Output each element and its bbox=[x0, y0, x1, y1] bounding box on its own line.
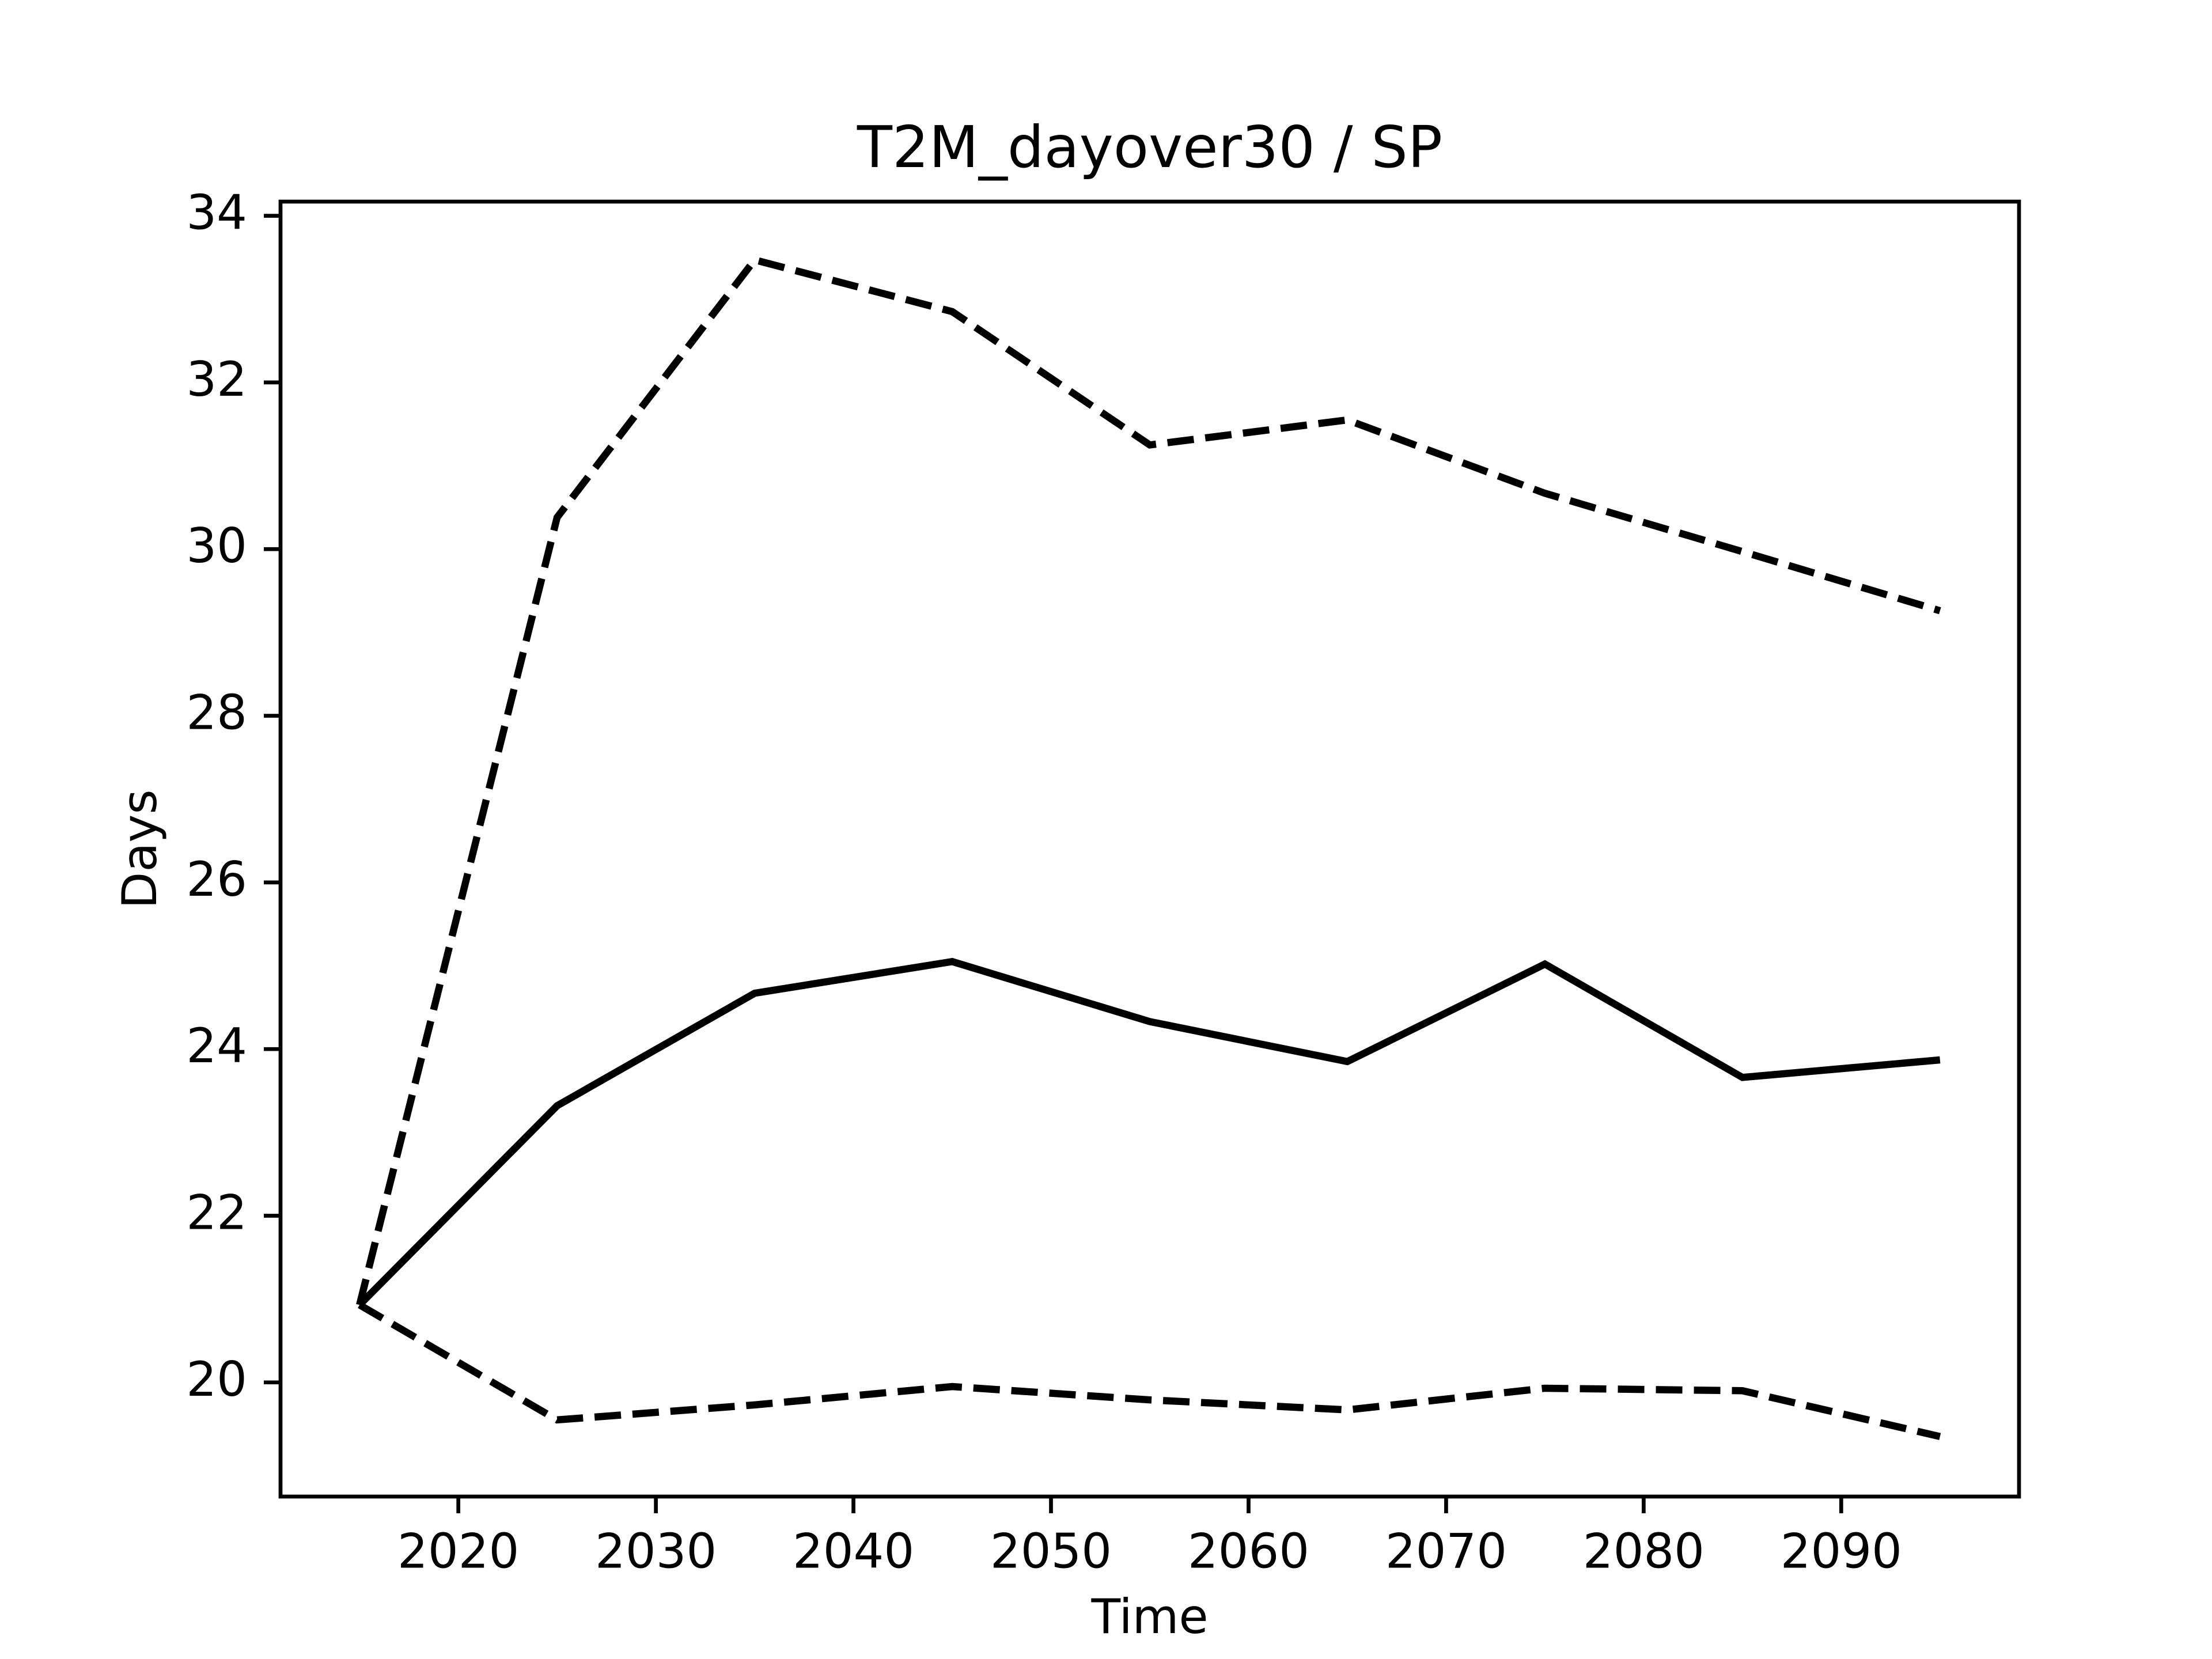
y-tick-label: 26 bbox=[186, 851, 247, 907]
x-tick-label: 2070 bbox=[1385, 1524, 1507, 1580]
y-tick-label: 28 bbox=[186, 684, 247, 740]
y-tick-label: 32 bbox=[186, 351, 247, 407]
y-axis-label: Days bbox=[112, 789, 168, 908]
y-tick-label: 22 bbox=[186, 1184, 247, 1240]
y-tick-label: 30 bbox=[186, 518, 247, 574]
x-tick-label: 2080 bbox=[1583, 1524, 1705, 1580]
x-tick-label: 2090 bbox=[1781, 1524, 1902, 1580]
y-tick-label: 20 bbox=[186, 1351, 247, 1407]
x-tick-label: 2060 bbox=[1188, 1524, 1309, 1580]
chart-title: T2M_dayover30 / SP bbox=[857, 113, 1442, 181]
x-tick-label: 2040 bbox=[793, 1524, 914, 1580]
x-tick-label: 2020 bbox=[397, 1524, 519, 1580]
plot-frame bbox=[278, 199, 2021, 1499]
y-tick-label: 24 bbox=[186, 1018, 247, 1074]
x-tick-label: 2030 bbox=[595, 1524, 717, 1580]
x-axis-label: Time bbox=[1090, 1589, 1208, 1645]
data-line bbox=[358, 1301, 1941, 1440]
data-line bbox=[357, 957, 1941, 1308]
data-line bbox=[356, 256, 1941, 1306]
y-tick-label: 34 bbox=[186, 185, 247, 241]
x-tick-label: 2050 bbox=[990, 1524, 1112, 1580]
